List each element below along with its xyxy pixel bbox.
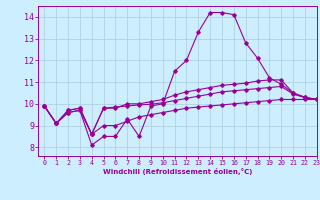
X-axis label: Windchill (Refroidissement éolien,°C): Windchill (Refroidissement éolien,°C) <box>103 168 252 175</box>
